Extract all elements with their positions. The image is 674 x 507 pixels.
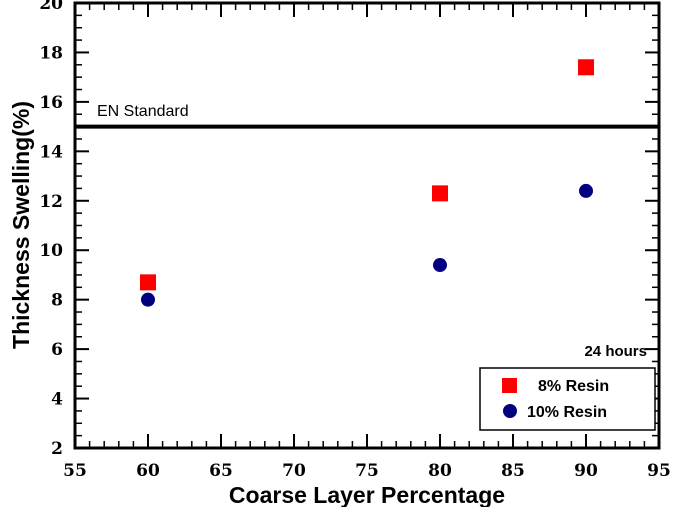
y-tick-label: 14: [39, 142, 63, 162]
y-tick-label: 16: [39, 93, 63, 113]
point-10-resin: [141, 292, 155, 307]
legend-marker-10-resin: [503, 404, 517, 418]
plot-frame: [73, 1, 661, 450]
x-tick-label: 80: [428, 461, 452, 481]
x-tick-label: 85: [501, 461, 525, 481]
point-8-resin: [432, 185, 448, 202]
annotation-24-hours: 24 hours: [584, 343, 647, 360]
x-tick-label: 65: [209, 461, 233, 481]
en-standard-label: EN Standard: [97, 103, 189, 120]
y-tick-label: 18: [39, 43, 63, 63]
y-tick-label: 12: [39, 192, 63, 212]
point-10-resin: [433, 258, 447, 273]
x-tick-label: 60: [136, 461, 160, 481]
point-8-resin: [140, 274, 156, 291]
legend: 8% Resin 10% Resin: [479, 367, 656, 431]
x-axis-title: Coarse Layer Percentage: [229, 482, 505, 507]
y-tick-label: 20: [39, 0, 63, 14]
x-tick-label: 90: [574, 461, 598, 481]
legend-label-8-resin: 8% Resin: [538, 378, 609, 395]
legend-marker-8-resin: [502, 378, 517, 393]
y-tick-label: 2: [51, 439, 63, 459]
x-tick-label: 75: [355, 461, 379, 481]
x-tick-label: 55: [63, 461, 87, 481]
x-tick-label: 95: [647, 461, 671, 481]
y-tick-label: 8: [51, 291, 63, 311]
y-axis-title: Thickness Swelling(%): [8, 101, 34, 349]
y-tick-label: 10: [39, 241, 63, 261]
legend-label-10-resin: 10% Resin: [527, 404, 607, 421]
y-tick-label: 6: [51, 340, 63, 360]
y-tick-label: 4: [51, 390, 63, 410]
x-tick-label: 70: [282, 461, 306, 481]
tick-labels: 55 60 65 70 75 80 85 90 95 2 4 6 8 10 12 14 16 18 20: [39, 0, 671, 481]
point-8-resin: [578, 59, 594, 76]
data-points: [140, 59, 594, 307]
point-10-resin: [579, 183, 593, 198]
